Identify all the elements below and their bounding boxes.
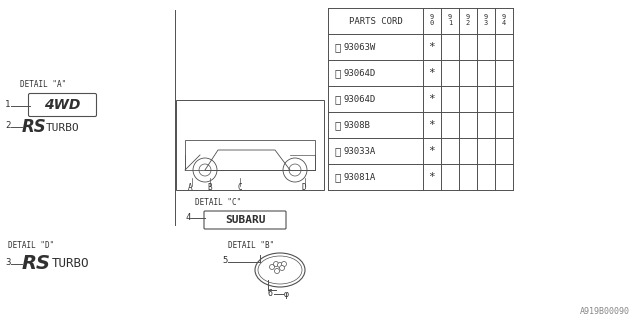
Text: B: B [207, 183, 212, 192]
Text: 2: 2 [5, 121, 10, 130]
Circle shape [280, 266, 285, 270]
Text: 9
1: 9 1 [448, 14, 452, 26]
Text: 93033A: 93033A [344, 147, 376, 156]
Text: ⑤: ⑤ [335, 146, 341, 156]
Circle shape [278, 262, 282, 268]
Text: 3: 3 [5, 258, 10, 267]
Text: 93064D: 93064D [344, 94, 376, 103]
Text: 1: 1 [5, 100, 10, 109]
Text: 6: 6 [268, 289, 273, 298]
Text: *: * [429, 120, 435, 130]
Text: ⑥: ⑥ [335, 172, 341, 182]
Text: *: * [429, 94, 435, 104]
Ellipse shape [255, 253, 305, 287]
Circle shape [273, 261, 278, 267]
Text: *: * [429, 172, 435, 182]
Text: 9
2: 9 2 [466, 14, 470, 26]
Text: 9
4: 9 4 [502, 14, 506, 26]
Text: DETAIL "B": DETAIL "B" [228, 241, 275, 250]
Text: D: D [302, 183, 307, 192]
Text: ②: ② [335, 68, 341, 78]
Text: A: A [188, 183, 193, 192]
Ellipse shape [258, 256, 302, 284]
Text: 93063W: 93063W [344, 43, 376, 52]
Circle shape [289, 164, 301, 176]
FancyBboxPatch shape [204, 211, 286, 229]
Text: DETAIL "A": DETAIL "A" [20, 80, 67, 89]
Text: SUBARU: SUBARU [225, 215, 265, 225]
Circle shape [269, 265, 275, 269]
Text: 4WD: 4WD [44, 98, 81, 112]
Text: 4: 4 [185, 213, 190, 222]
Text: 9308B: 9308B [344, 121, 371, 130]
FancyBboxPatch shape [29, 93, 97, 116]
Bar [176, 100, 324, 190]
Text: PARTS CORD: PARTS CORD [349, 17, 403, 26]
Text: 9
0: 9 0 [430, 14, 434, 26]
Text: RS: RS [22, 254, 51, 273]
Text: C: C [237, 183, 242, 192]
Text: *: * [429, 68, 435, 78]
Text: 5: 5 [222, 256, 227, 265]
Circle shape [199, 164, 211, 176]
Text: 93081A: 93081A [344, 172, 376, 181]
Text: ④: ④ [335, 120, 341, 130]
Text: A919B00090: A919B00090 [580, 307, 630, 316]
Circle shape [193, 158, 217, 182]
Text: ①: ① [335, 42, 341, 52]
Circle shape [283, 158, 307, 182]
Bar [185, 140, 315, 170]
Circle shape [282, 261, 287, 267]
Text: TURBO: TURBO [46, 123, 80, 133]
Text: DETAIL "D": DETAIL "D" [8, 241, 54, 250]
Text: *: * [429, 146, 435, 156]
Text: RS: RS [22, 118, 47, 136]
Text: 93064D: 93064D [344, 68, 376, 77]
Text: TURBO: TURBO [52, 257, 90, 270]
Text: 9
3: 9 3 [484, 14, 488, 26]
Text: DETAIL "C": DETAIL "C" [195, 198, 241, 207]
Text: φ: φ [284, 290, 289, 299]
Text: *: * [429, 42, 435, 52]
Text: ③: ③ [335, 94, 341, 104]
Circle shape [275, 268, 280, 274]
